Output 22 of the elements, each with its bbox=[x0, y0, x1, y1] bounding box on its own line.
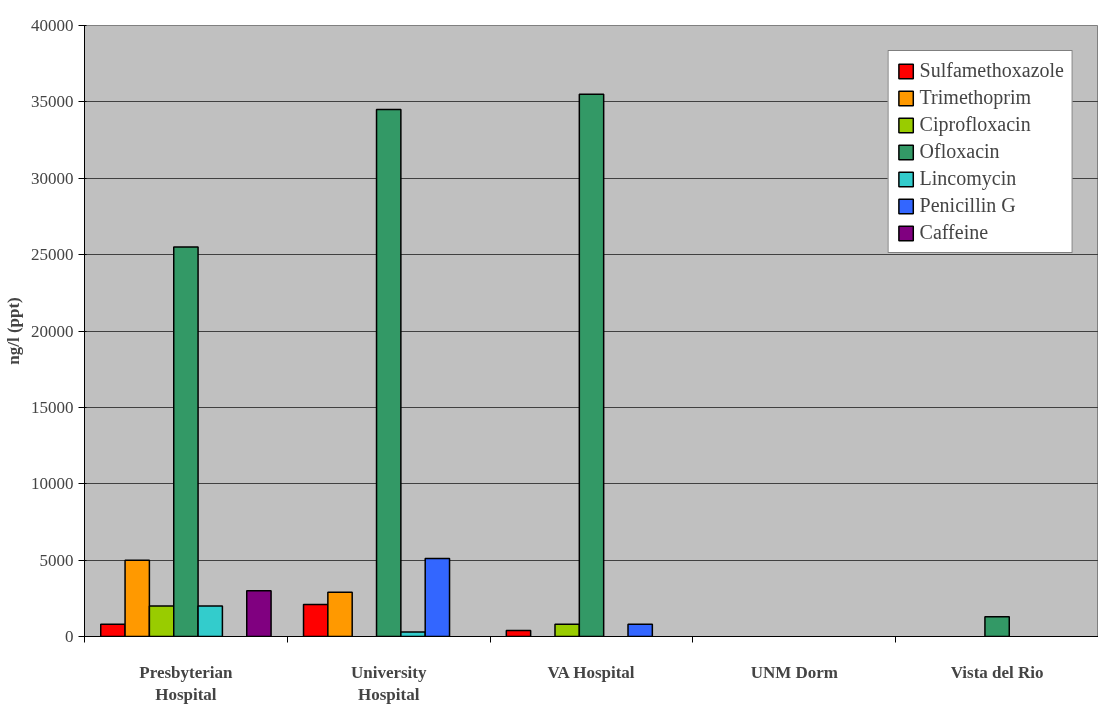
y-tick-label: 40000 bbox=[31, 16, 74, 35]
x-tick-label: University Hospital bbox=[350, 662, 427, 705]
y-tick-label: 20000 bbox=[31, 321, 74, 341]
y-tick-label: 0 bbox=[65, 627, 74, 646]
legend-label: Caffeine bbox=[919, 221, 989, 244]
x-tick-label: VA Hospital bbox=[547, 662, 635, 682]
legend-label: Lincomycin bbox=[919, 167, 1017, 190]
y-tick-label: 10000 bbox=[31, 474, 74, 494]
x-tick-label: Presbyterian Hospital bbox=[139, 662, 234, 705]
y-tick-label: 15000 bbox=[31, 397, 74, 417]
y-tick-label: 30000 bbox=[31, 168, 74, 188]
y-tick-label: 35000 bbox=[31, 92, 74, 112]
legend-label: Sulfamethoxazole bbox=[919, 59, 1064, 82]
legend-label: Ciprofloxacin bbox=[919, 113, 1031, 136]
y-axis-title: ng/l (ppt) bbox=[4, 297, 23, 365]
x-tick-label: UNM Dorm bbox=[750, 662, 838, 682]
legend-label: Penicillin G bbox=[919, 194, 1016, 217]
legend-label: Trimethoprim bbox=[919, 86, 1032, 109]
x-tick-label: Vista del Rio bbox=[950, 662, 1044, 682]
legend-label: Ofloxacin bbox=[919, 140, 1000, 163]
y-tick-label: 25000 bbox=[31, 245, 74, 265]
y-tick-label: 5000 bbox=[39, 550, 74, 570]
